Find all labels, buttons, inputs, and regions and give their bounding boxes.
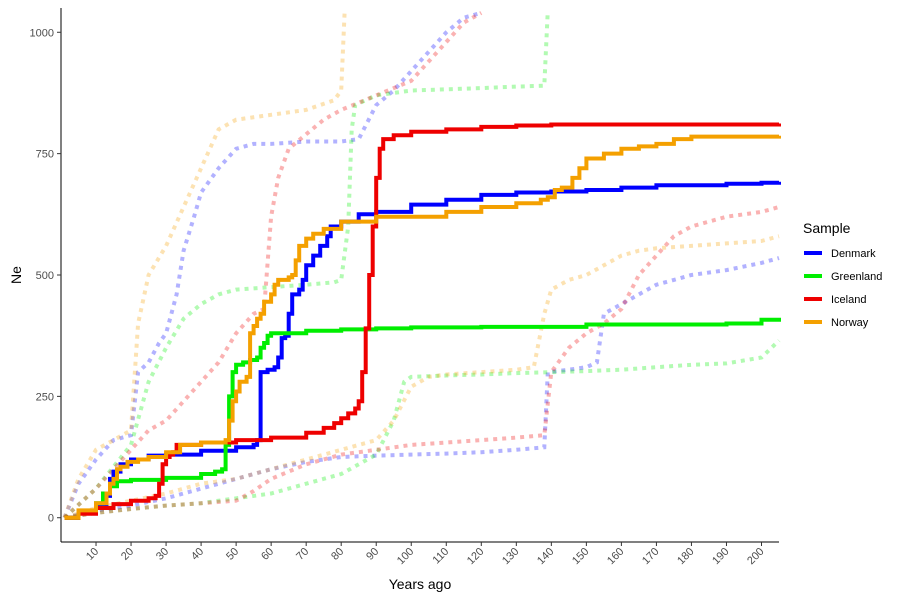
- x-tick-label: 170: [640, 546, 661, 567]
- legend: Sample Denmark Greenland Iceland Norway: [803, 220, 882, 329]
- x-tick-label: 120: [465, 546, 486, 567]
- x-tick-label: 90: [364, 546, 381, 563]
- bound-line-denmark-1: [64, 256, 780, 520]
- series-line-norway: [64, 134, 781, 520]
- x-tick-label: 200: [745, 546, 766, 567]
- confidence-bounds: [62, 10, 781, 520]
- y-axis-title: Ne: [8, 266, 24, 284]
- legend-label-denmark: Denmark: [831, 248, 876, 260]
- bound-line-greenland-2: [63, 10, 550, 520]
- x-tick-label: 160: [605, 546, 626, 567]
- bound-line-iceland-5: [64, 205, 780, 520]
- x-tick-label: 10: [84, 546, 101, 563]
- x-tick-label: 30: [154, 546, 171, 563]
- x-axis-title: Years ago: [389, 576, 452, 592]
- x-tick-label: 130: [500, 546, 521, 567]
- y-axis-ticks: 0 250 500 750 1000: [30, 27, 61, 525]
- x-tick-label: 50: [224, 546, 241, 563]
- legend-label-norway: Norway: [831, 317, 869, 329]
- y-tick-label: 500: [36, 270, 54, 282]
- series-lines: [64, 122, 781, 520]
- x-tick-label: 40: [189, 546, 206, 563]
- y-tick-label: 750: [36, 149, 54, 161]
- series-line-greenland: [64, 317, 781, 520]
- x-tick-label: 180: [675, 546, 696, 567]
- x-tick-label: 60: [259, 546, 276, 563]
- x-tick-label: 140: [535, 546, 556, 567]
- x-tick-label: 20: [119, 546, 136, 563]
- x-tick-label: 150: [570, 546, 591, 567]
- x-tick-label: 70: [294, 546, 311, 563]
- x-tick-label: 190: [710, 546, 731, 567]
- bound-line-iceland-4: [63, 11, 483, 520]
- y-tick-label: 250: [36, 391, 54, 403]
- legend-title: Sample: [803, 220, 851, 236]
- y-tick-label: 1000: [30, 27, 54, 39]
- legend-label-greenland: Greenland: [831, 271, 882, 283]
- x-axis-ticks: 10 20 30 40 50 60 70 80 90 100 110 120 130 140 150 160 1…: [84, 542, 767, 567]
- x-tick-label: 100: [395, 546, 416, 567]
- series-line-denmark: [64, 180, 781, 520]
- bound-line-norway-6: [62, 10, 347, 519]
- bound-line-denmark-0: [62, 10, 482, 519]
- x-tick-label: 110: [430, 546, 451, 567]
- x-tick-label: 80: [329, 546, 346, 563]
- bound-line-norway-7: [63, 234, 780, 520]
- y-tick-label: 0: [48, 513, 54, 525]
- bound-line-greenland-3: [64, 339, 781, 520]
- legend-label-iceland: Iceland: [831, 294, 866, 306]
- series-line-iceland: [64, 122, 781, 520]
